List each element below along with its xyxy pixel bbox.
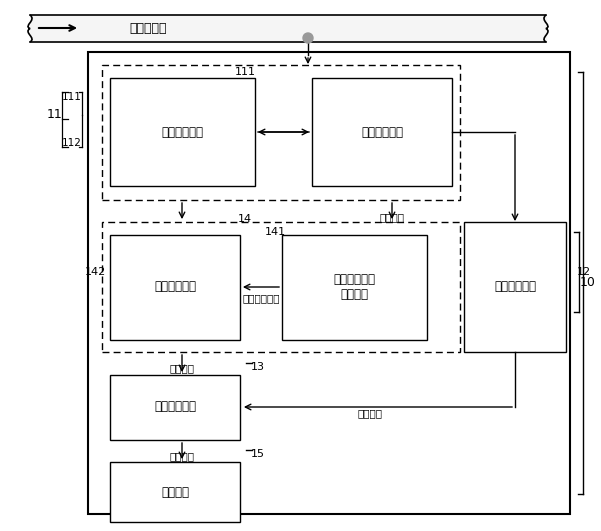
Text: 111: 111 <box>234 67 255 77</box>
Bar <box>464 222 566 352</box>
Text: 流量修正系数: 流量修正系数 <box>242 293 279 303</box>
Bar <box>110 375 240 440</box>
Text: 流量修正模块: 流量修正模块 <box>154 280 196 294</box>
Text: 13: 13 <box>251 362 265 372</box>
Bar <box>102 65 460 200</box>
Bar <box>102 222 460 352</box>
Text: 热値信息: 热値信息 <box>358 408 382 418</box>
Text: 显示模块: 显示模块 <box>161 485 189 499</box>
Text: 流量信息: 流量信息 <box>169 363 195 373</box>
Text: 能量信息: 能量信息 <box>169 451 195 461</box>
Text: 流量修正系数
获取模块: 流量修正系数 获取模块 <box>333 273 375 301</box>
Bar <box>110 462 240 522</box>
Bar <box>88 52 570 514</box>
Text: 可燃性气体: 可燃性气体 <box>129 21 166 35</box>
Text: 物性信号: 物性信号 <box>379 212 404 222</box>
Bar <box>110 235 240 340</box>
Circle shape <box>303 33 313 43</box>
Text: 142: 142 <box>84 267 106 277</box>
Text: 物性检测模块: 物性检测模块 <box>361 125 403 139</box>
Text: 11: 11 <box>47 108 63 122</box>
Text: 14: 14 <box>238 214 252 224</box>
Text: 111: 111 <box>62 92 82 102</box>
Text: 热値计算单元: 热値计算单元 <box>494 280 536 294</box>
Text: 10: 10 <box>580 277 596 289</box>
Text: 141: 141 <box>264 227 285 237</box>
Text: 流量计量模块: 流量计量模块 <box>161 125 203 139</box>
Bar <box>110 78 255 186</box>
Bar <box>282 235 427 340</box>
Bar <box>312 78 452 186</box>
Text: 15: 15 <box>251 449 265 459</box>
Text: 12: 12 <box>577 267 591 277</box>
Text: 能量计算单元: 能量计算单元 <box>154 400 196 414</box>
Text: 112: 112 <box>62 138 82 148</box>
